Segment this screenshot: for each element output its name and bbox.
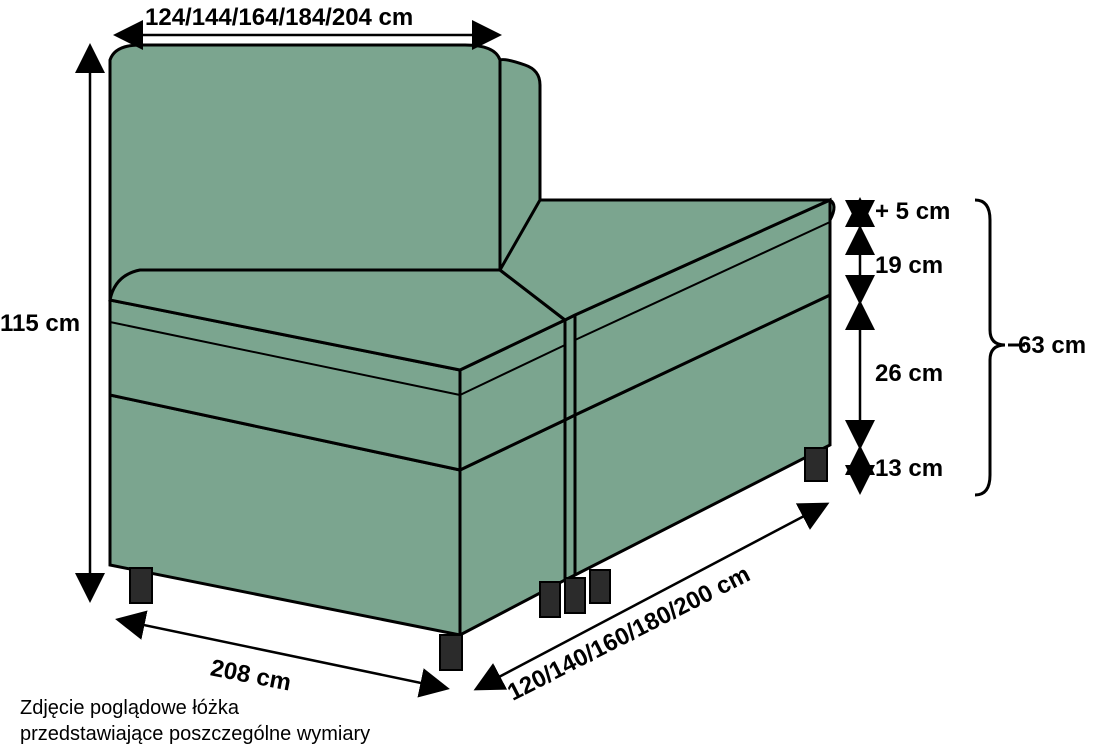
bed-leg (805, 448, 827, 481)
label-total: 63 cm (1018, 332, 1086, 360)
headboard-back (110, 45, 500, 300)
caption: Zdjęcie poglądowe łóżka przedstawiające … (20, 695, 370, 747)
bed-leg (565, 578, 585, 613)
label-legs: 13 cm (875, 455, 943, 483)
label-base: 26 cm (875, 360, 943, 388)
caption-line1: Zdjęcie poglądowe łóżka (20, 695, 370, 721)
brace-total (975, 200, 1005, 495)
bed-leg (440, 635, 462, 670)
caption-line2: przedstawiające poszczególne wymiary (20, 721, 370, 747)
bed-leg (590, 570, 610, 603)
bed-leg (130, 568, 152, 603)
label-topper: + 5 cm (875, 198, 950, 226)
label-height: 115 cm (0, 310, 80, 338)
label-mattress: 19 cm (875, 252, 943, 280)
label-top-width: 124/144/164/184/204 cm (145, 4, 413, 32)
bed-leg (540, 582, 560, 617)
